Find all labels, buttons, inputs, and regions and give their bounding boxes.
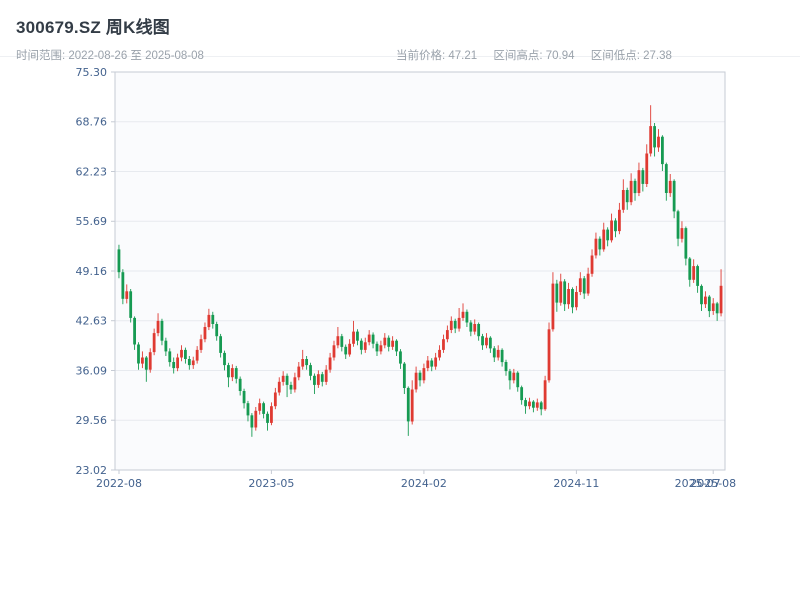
stats-summary: 当前价格: 47.21 区间高点: 70.94 区间低点: 27.38 bbox=[396, 47, 685, 63]
svg-text:2022-08: 2022-08 bbox=[96, 477, 142, 490]
stat-range-low: 区间低点: 27.38 bbox=[590, 50, 672, 62]
svg-text:36.09: 36.09 bbox=[76, 364, 108, 377]
svg-text:23.02: 23.02 bbox=[76, 464, 108, 477]
subtitle-row: 时间范围: 2022-08-26 至 2025-08-08 当前价格: 47.2… bbox=[16, 47, 784, 63]
svg-text:42.63: 42.63 bbox=[76, 315, 108, 328]
svg-text:2025-08: 2025-08 bbox=[690, 477, 736, 490]
stat-range-high: 区间高点: 70.94 bbox=[493, 50, 575, 62]
svg-text:2024-11: 2024-11 bbox=[553, 477, 599, 490]
chart-header: 300679.SZ 周K线图 时间范围: 2022-08-26 至 2025-0… bbox=[0, 0, 800, 62]
candlestick-plot: 23.02 29.56 36.09 42.63 49.16 55.69 62.23 68.76… bbox=[76, 66, 737, 490]
svg-text:55.69: 55.69 bbox=[76, 215, 108, 228]
svg-text:75.30: 75.30 bbox=[76, 66, 108, 79]
stat-current-price: 当前价格: 47.21 bbox=[396, 50, 478, 62]
svg-text:2024-02: 2024-02 bbox=[401, 477, 447, 490]
svg-text:49.16: 49.16 bbox=[76, 265, 108, 278]
svg-text:68.76: 68.76 bbox=[76, 116, 108, 129]
svg-text:2023-05: 2023-05 bbox=[248, 477, 294, 490]
kline-chart: 23.02 29.56 36.09 42.63 49.16 55.69 62.23 68.76… bbox=[0, 57, 800, 522]
svg-text:29.56: 29.56 bbox=[76, 414, 108, 427]
svg-text:2025-07: 2025-07 bbox=[675, 477, 721, 490]
time-range-label: 时间范围: 2022-08-26 至 2025-08-08 bbox=[16, 50, 204, 62]
svg-text:62.23: 62.23 bbox=[76, 165, 108, 178]
page-title: 300679.SZ 周K线图 bbox=[16, 18, 170, 37]
